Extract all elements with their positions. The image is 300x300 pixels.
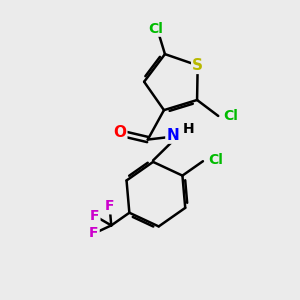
Text: F: F: [89, 226, 99, 241]
Text: N: N: [167, 128, 179, 142]
Text: S: S: [192, 58, 203, 73]
Text: Cl: Cl: [149, 22, 164, 36]
Text: F: F: [90, 209, 99, 223]
Text: F: F: [105, 199, 114, 213]
Text: Cl: Cl: [224, 109, 238, 123]
Text: O: O: [113, 125, 126, 140]
Text: Cl: Cl: [208, 153, 223, 167]
Text: H: H: [183, 122, 195, 136]
